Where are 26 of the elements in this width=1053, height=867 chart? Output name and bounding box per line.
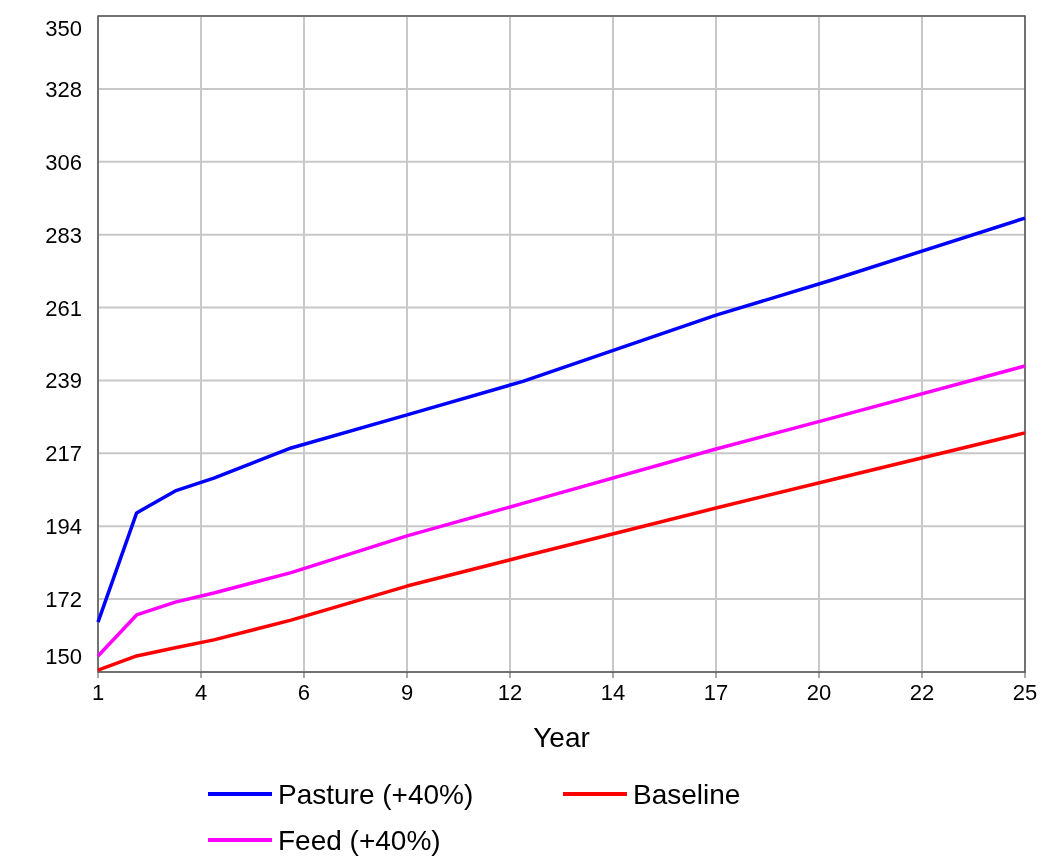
x-tick-label: 14: [600, 680, 626, 705]
y-tick-label: 350: [45, 16, 82, 41]
x-tick-label: 22: [909, 680, 935, 705]
x-tick-label: 12: [497, 680, 523, 705]
x-tick-label: 4: [194, 680, 208, 705]
y-tick-label: 217: [45, 441, 82, 467]
y-tick-label: 194: [45, 514, 82, 540]
x-tick-label: 25: [1012, 680, 1038, 705]
x-axis-title: Year: [533, 722, 590, 753]
y-tick-label: 239: [45, 368, 82, 394]
y-tick-label: 261: [45, 295, 82, 321]
y-tick-label: 283: [45, 222, 82, 248]
x-tick-label: 1: [91, 680, 105, 705]
legend-label: Pasture (+40%): [278, 779, 474, 810]
x-tick-label: 6: [297, 680, 311, 705]
x-tick-label: 17: [703, 680, 729, 705]
legend-label: Baseline: [633, 779, 741, 810]
y-tick-label: 306: [45, 149, 82, 175]
y-tick-label: 150: [45, 644, 82, 669]
line-series: [96, 216, 1027, 624]
y-tick-label: 172: [45, 587, 82, 613]
legend-label: Feed (+40%): [278, 825, 441, 856]
x-tick-label: 9: [400, 680, 414, 705]
line-series: [96, 364, 1027, 658]
x-tick-label: 20: [806, 680, 832, 705]
y-tick-label: 328: [45, 76, 82, 102]
